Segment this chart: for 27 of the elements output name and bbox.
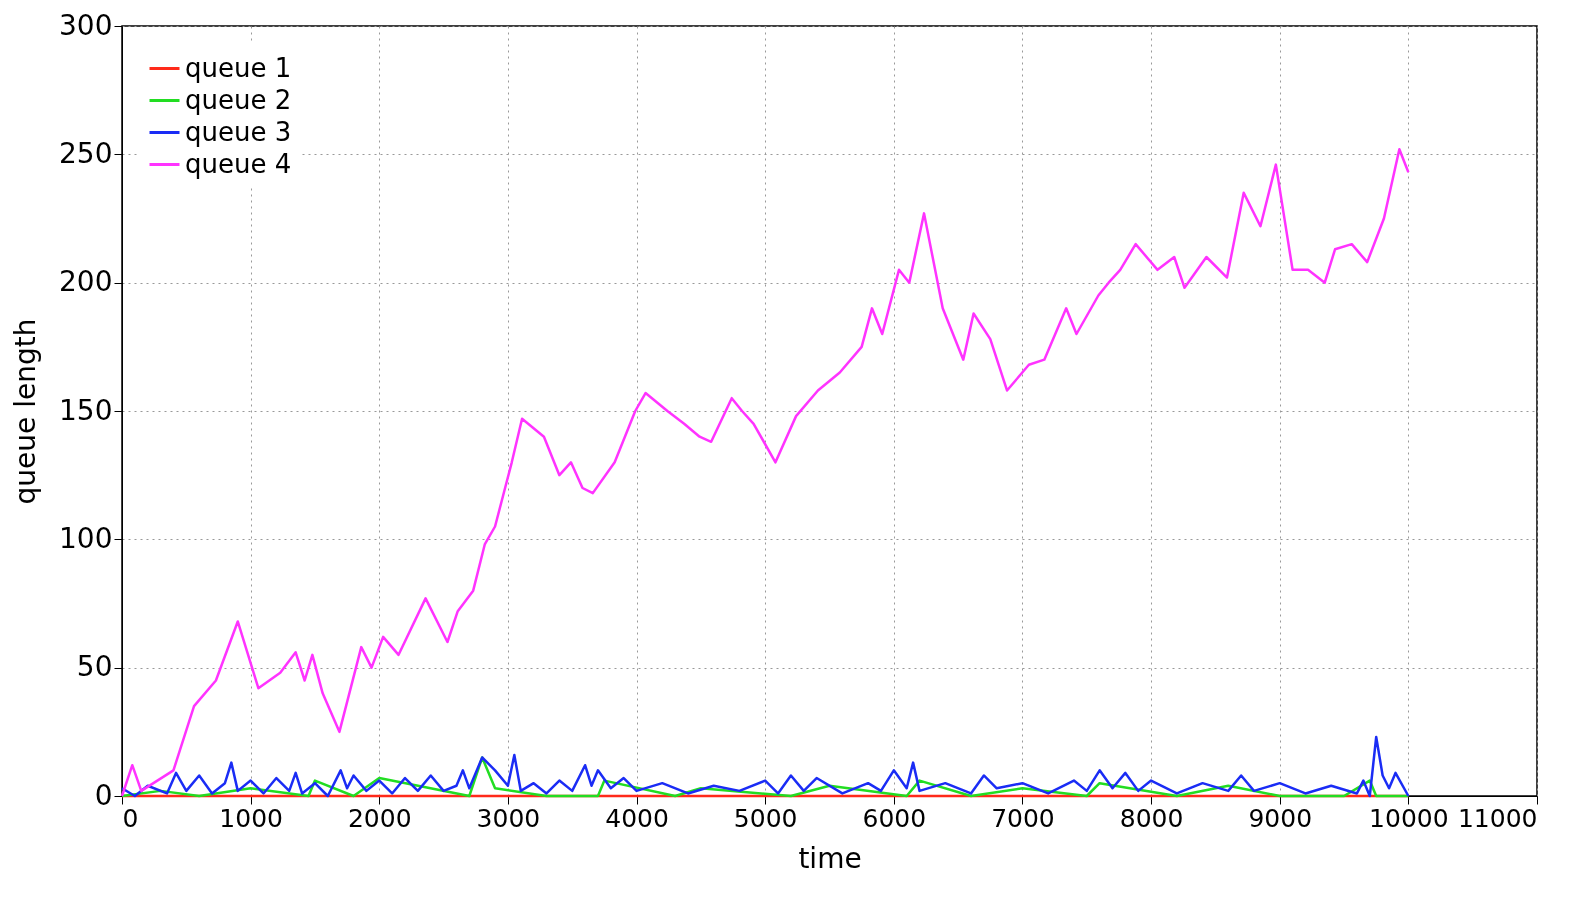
y-tick-label: 150 — [59, 393, 113, 427]
x-tick-label: 9000 — [1248, 803, 1313, 833]
line-series — [120, 735, 1410, 798]
x-tick-label: 5000 — [733, 803, 798, 833]
x-tick-label: 7000 — [991, 803, 1055, 833]
x-axis-title: time — [798, 841, 862, 875]
line-series — [120, 147, 1410, 798]
x-tick-label: 3000 — [476, 803, 541, 833]
x-tick-label: 11000 — [1457, 803, 1538, 833]
legend-label: queue 3 — [185, 116, 292, 147]
y-tick-label: 250 — [59, 136, 113, 170]
legend-label: queue 4 — [185, 148, 292, 179]
y-axis-title: queue length — [9, 318, 43, 505]
y-tick-label: 0 — [94, 778, 113, 812]
x-tick-label: 8000 — [1119, 803, 1184, 833]
x-tick-label: 4000 — [605, 803, 669, 833]
y-tick-label: 200 — [59, 265, 113, 299]
y-tick-label: 300 — [59, 8, 113, 42]
x-tick-label: 0 — [122, 803, 139, 833]
y-tick-label: 100 — [59, 521, 113, 555]
x-tick-label: 10000 — [1369, 803, 1449, 833]
legend-label: queue 2 — [185, 84, 292, 115]
legend-label: queue 1 — [185, 52, 292, 83]
x-tick-label: 2000 — [347, 803, 412, 833]
x-tick-label: 6000 — [862, 803, 927, 833]
y-tick-label: 50 — [76, 650, 113, 684]
x-tick-label: 1000 — [219, 803, 283, 833]
